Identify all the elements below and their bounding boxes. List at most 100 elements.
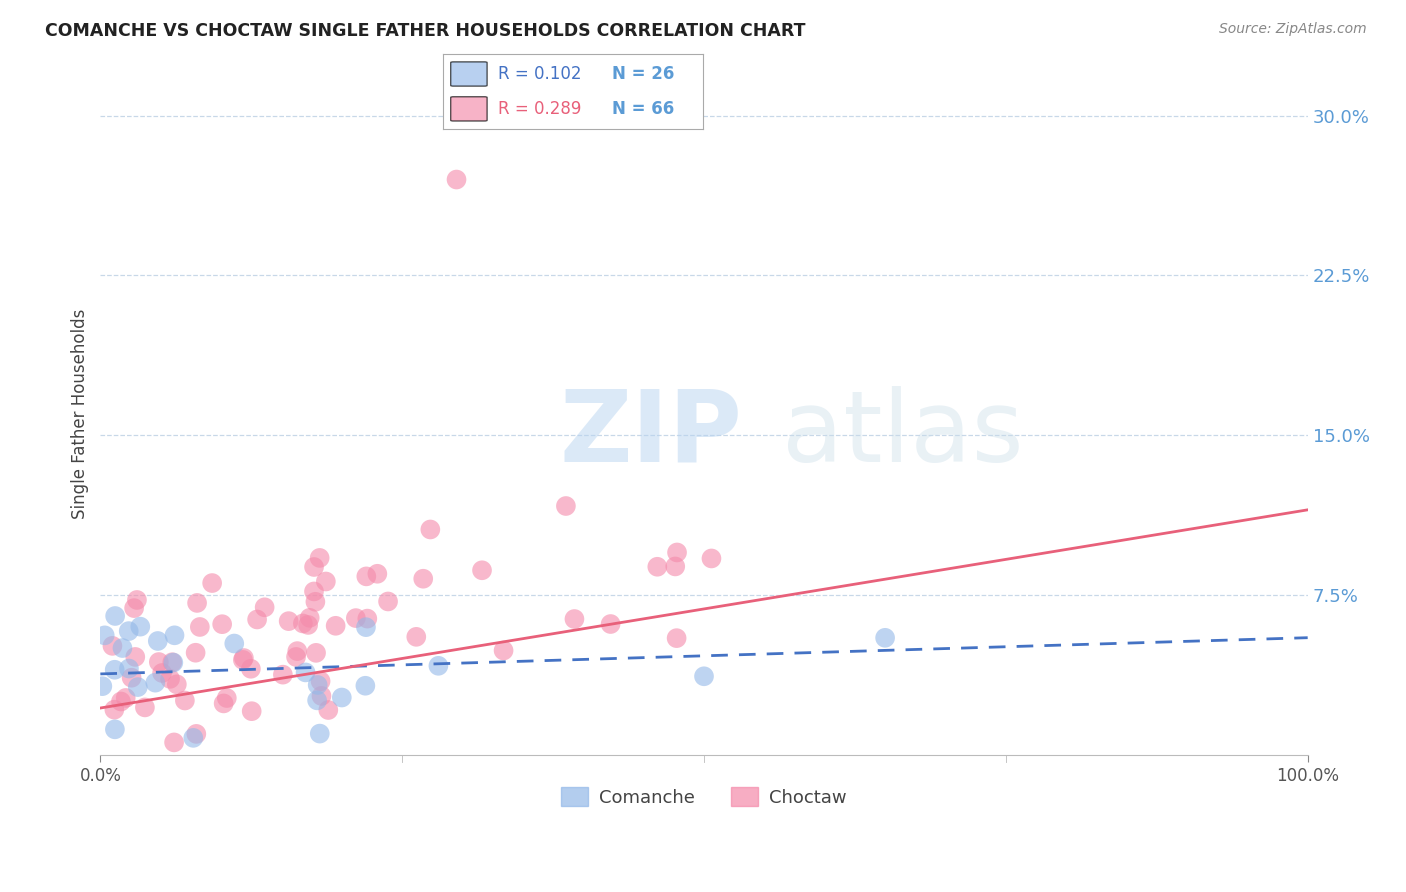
Point (419, 523, 441, 537)
Y-axis label: Single Father Households: Single Father Households (72, 309, 89, 519)
Point (285, 649, 308, 664)
Point (325, 619, 347, 633)
Point (163, 628, 186, 642)
Legend: Comanche, Choctaw: Comanche, Choctaw (554, 780, 853, 814)
Text: N = 66: N = 66 (612, 100, 675, 118)
Point (240, 704, 263, 718)
Point (211, 617, 233, 632)
Point (599, 617, 621, 632)
Point (366, 566, 388, 581)
Point (232, 653, 254, 667)
Point (111, 640, 134, 655)
Point (114, 690, 136, 705)
Point (146, 634, 169, 648)
Point (354, 620, 377, 634)
Point (239, 662, 262, 676)
FancyBboxPatch shape (451, 62, 486, 87)
Point (377, 594, 399, 608)
Point (124, 649, 146, 664)
Point (285, 644, 308, 658)
Point (232, 651, 254, 665)
Point (224, 636, 246, 650)
Point (181, 731, 204, 745)
Text: R = 0.102: R = 0.102 (498, 65, 581, 83)
Text: ZIP: ZIP (560, 386, 742, 483)
Point (104, 609, 127, 624)
Point (356, 612, 378, 626)
Point (471, 563, 494, 577)
Point (127, 680, 149, 694)
Point (91, 679, 114, 693)
Point (188, 620, 211, 634)
Point (173, 693, 195, 707)
Point (104, 723, 127, 737)
Point (118, 661, 141, 675)
Point (315, 574, 337, 589)
Text: atlas: atlas (783, 386, 1024, 483)
Point (307, 693, 329, 707)
Point (344, 611, 367, 625)
Point (253, 600, 276, 615)
Point (297, 618, 319, 632)
Point (304, 595, 326, 609)
Point (246, 612, 269, 626)
Point (305, 646, 328, 660)
Point (212, 697, 235, 711)
Point (665, 631, 688, 645)
Point (298, 611, 321, 625)
Point (291, 616, 314, 631)
Point (277, 614, 299, 628)
Point (118, 624, 141, 639)
Point (302, 584, 325, 599)
Point (110, 694, 132, 708)
Point (554, 499, 576, 513)
Point (125, 593, 148, 607)
Point (162, 655, 184, 669)
Point (446, 172, 468, 186)
Point (875, 631, 897, 645)
Point (122, 601, 145, 615)
Text: COMANCHE VS CHOCTAW SINGLE FATHER HOUSEHOLDS CORRELATION CHART: COMANCHE VS CHOCTAW SINGLE FATHER HOUSEH… (45, 22, 806, 40)
Point (308, 550, 330, 565)
Point (693, 669, 716, 683)
Point (492, 643, 515, 657)
Text: R = 0.289: R = 0.289 (498, 100, 581, 118)
Point (294, 665, 316, 680)
Point (311, 689, 333, 703)
Point (318, 703, 340, 717)
Point (564, 612, 586, 626)
Point (103, 703, 125, 717)
Point (143, 675, 166, 690)
Point (129, 620, 152, 634)
Point (201, 576, 224, 591)
Point (215, 691, 238, 706)
Point (93, 628, 115, 642)
FancyBboxPatch shape (451, 96, 486, 121)
Point (159, 672, 181, 686)
Point (664, 559, 686, 574)
Point (162, 656, 184, 670)
Point (405, 630, 427, 644)
Point (356, 569, 378, 583)
Point (700, 551, 723, 566)
Point (121, 671, 143, 685)
Point (307, 678, 329, 692)
Point (186, 727, 208, 741)
Point (302, 560, 325, 574)
Point (134, 700, 156, 714)
Point (412, 572, 434, 586)
Point (427, 658, 450, 673)
Point (150, 665, 173, 680)
Point (104, 663, 127, 677)
Point (163, 735, 186, 749)
Point (148, 655, 170, 669)
Point (184, 646, 207, 660)
Point (166, 677, 188, 691)
Text: N = 26: N = 26 (612, 65, 675, 83)
Point (186, 596, 208, 610)
Point (645, 559, 668, 574)
Point (330, 690, 353, 705)
Point (101, 639, 124, 653)
Point (308, 726, 330, 740)
Point (309, 674, 332, 689)
